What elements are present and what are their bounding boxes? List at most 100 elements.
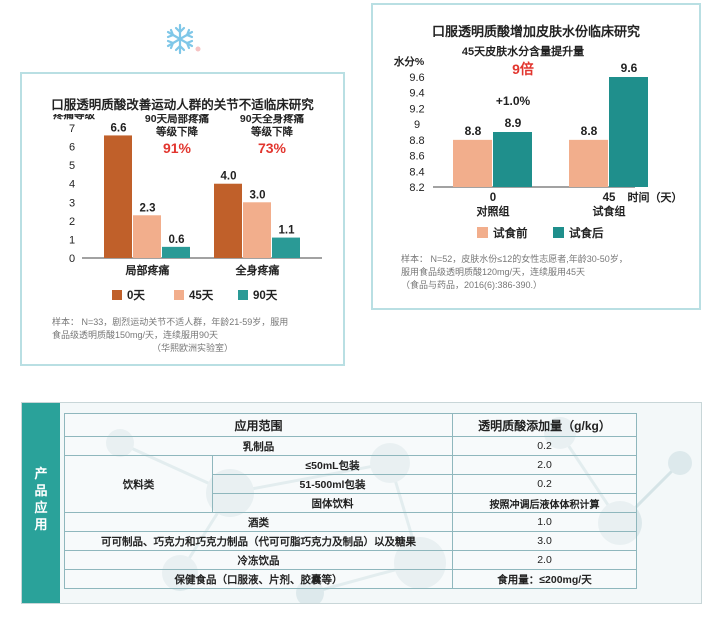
note-line: 食品级透明质酸150mg/天，连续服用90天 — [52, 330, 219, 340]
row-value: 3.0 — [452, 531, 637, 551]
data-label: 6.6 — [111, 122, 127, 134]
legend-label: 0天 — [127, 289, 145, 302]
row-label: 酒类 — [64, 512, 453, 532]
x-tick-label: 0 — [490, 192, 496, 204]
y-tick-label: 9.4 — [409, 88, 424, 100]
y-tick-label: 9.6 — [409, 72, 424, 84]
annotation-text: 等级下降 — [155, 125, 198, 138]
x-tick-label: 45 — [603, 192, 616, 204]
chart-title: 口服透明质酸增加皮肤水份临床研究 — [431, 24, 640, 39]
annotation-text: 45天皮肤水分含量提升量 — [462, 44, 584, 58]
row-value: 食用量：≤200mg/天 — [452, 569, 637, 589]
table-row: 可可制品、巧克力和巧克力制品（代可可脂巧克力及制品）以及糖果 3.0 — [64, 531, 637, 551]
y-tick-label: 1 — [69, 234, 75, 246]
annotation-value: 91% — [163, 140, 192, 156]
y-tick-label: 2 — [69, 216, 75, 228]
y-tick-label: 4 — [69, 179, 75, 191]
annotation-text: +1.0% — [496, 94, 531, 108]
row-label: 51-500ml包装 — [212, 474, 453, 494]
bar — [272, 237, 300, 258]
data-label: 3.0 — [250, 189, 266, 201]
data-label: 8.8 — [465, 124, 482, 138]
header-dosage: 透明质酸添加量（g/kg） — [452, 413, 637, 437]
joint-pain-chart: 疼痛等级 7 6 5 4 3 2 1 0 6.6 2.3 0.6 局部疼痛 4.0 3.0 1.1 全身疼痛 90… — [53, 114, 322, 302]
joint-pain-chart-panel: 口服透明质酸改善运动人群的关节不适临床研究 疼痛等级 7 6 5 4 3 2 1 0 6.6 2.3… — [20, 72, 345, 366]
y-tick-label: 8.4 — [409, 166, 424, 178]
application-table-panel: 产 品 应 用 应用范围 透明质酸添加量（g/kg） 乳制品 0.2 饮料类 ≤… — [21, 402, 702, 604]
row-value: 2.0 — [452, 550, 637, 570]
chart-title: 口服透明质酸改善运动人群的关节不适临床研究 — [51, 98, 314, 112]
y-axis-label: 水分% — [393, 55, 425, 68]
bar — [104, 135, 132, 258]
legend-swatch — [553, 227, 564, 238]
side-char: 产 — [34, 466, 48, 481]
legend-label: 试食前 — [493, 226, 528, 240]
data-label: 2.3 — [140, 202, 156, 214]
y-tick-label: 9 — [414, 119, 420, 131]
y-tick-label: 0 — [69, 253, 75, 265]
y-tick-label: 3 — [69, 197, 75, 209]
header-application-scope: 应用范围 — [64, 413, 453, 437]
x-axis-label: 时间（天） — [628, 190, 683, 204]
sample-note: 样本： N=52，皮肤水份≤12的女性志愿者,年龄30-50岁， 服用食品级透明… — [401, 253, 628, 292]
y-tick-label: 6 — [69, 142, 75, 154]
table-row: 酒类 1.0 — [64, 512, 637, 532]
skin-moisture-chart-panel: 口服透明质酸增加皮肤水份临床研究 水分% 9.6 9.4 9.2 9 8.8 8.6 8.4 8… — [371, 3, 701, 310]
y-tick-label: 5 — [69, 160, 75, 172]
legend-swatch — [238, 290, 248, 300]
y-tick-label: 8.2 — [409, 182, 424, 194]
table-row: 饮料类 ≤50mL包装 2.0 — [64, 455, 637, 513]
note-line: 服用食品级透明质酸120mg/天，连续服用45天 — [401, 267, 586, 277]
legend-label: 45天 — [189, 289, 214, 302]
side-char: 用 — [34, 517, 48, 532]
legend-swatch — [477, 227, 488, 238]
x-tick-label: 局部疼痛 — [125, 263, 170, 277]
note-line: 样本： N=52，皮肤水份≤12的女性志愿者,年龄30-50岁， — [401, 254, 628, 264]
data-label: 1.1 — [279, 225, 296, 237]
row-label: 固体饮料 — [212, 493, 453, 513]
bar — [493, 132, 532, 187]
bar — [609, 77, 648, 187]
y-tick-label: 9.2 — [409, 103, 424, 115]
snowflake-icon — [166, 23, 201, 55]
row-value: 0.2 — [452, 474, 637, 494]
beverage-group-label: 饮料类 — [64, 455, 213, 513]
note-line: （华熙欧洲实验室） — [152, 343, 234, 353]
table-row: 乳制品 0.2 — [64, 436, 637, 456]
y-tick-label: 8.8 — [409, 135, 424, 147]
annotation-text: 90天全身疼痛 — [240, 114, 305, 125]
data-label: 0.6 — [169, 234, 185, 246]
annotation-value: 73% — [258, 140, 287, 156]
bar — [162, 246, 190, 258]
sample-note: 样本： N=33，剧烈运动关节不适人群，年龄21-59岁，服用 食品级透明质酸1… — [52, 316, 288, 355]
row-label: 保健食品（口服液、片剂、胶囊等） — [64, 569, 453, 589]
bar — [453, 139, 492, 187]
note-line: 样本： N=33，剧烈运动关节不适人群，年龄21-59岁，服用 — [52, 317, 289, 327]
x-tick-sublabel: 试食组 — [593, 204, 626, 218]
table-row: 冷冻饮品 2.0 — [64, 550, 637, 570]
row-label: ≤50mL包装 — [212, 455, 453, 475]
row-label: 冷冻饮品 — [64, 550, 453, 570]
bar — [133, 215, 161, 258]
y-tick-label: 7 — [69, 123, 75, 135]
x-tick-sublabel: 对照组 — [477, 204, 510, 218]
data-label: 4.0 — [221, 171, 237, 183]
legend-label: 试食后 — [569, 226, 604, 240]
bar — [243, 202, 271, 258]
row-label: 可可制品、巧克力和巧克力制品（代可可脂巧克力及制品）以及糖果 — [64, 531, 453, 551]
annotation-text: 等级下降 — [250, 125, 293, 138]
data-label: 8.8 — [581, 124, 598, 138]
x-tick-label: 全身疼痛 — [235, 263, 280, 277]
row-value: 2.0 — [452, 455, 637, 475]
row-value: 按照冲调后液体体积计算 — [452, 493, 637, 513]
row-value: 1.0 — [452, 512, 637, 532]
table-row: 固体饮料 按照冲调后液体体积计算 — [65, 493, 637, 513]
side-bar — [22, 403, 60, 603]
data-label: 8.9 — [505, 116, 522, 130]
note-line: （食品与药品，2016(6):386-390.） — [401, 280, 543, 290]
table-header-row: 应用范围 透明质酸添加量（g/kg） — [64, 413, 637, 437]
legend-swatch — [174, 290, 184, 300]
y-tick-label: 8.6 — [409, 151, 424, 163]
legend-swatch — [112, 290, 122, 300]
